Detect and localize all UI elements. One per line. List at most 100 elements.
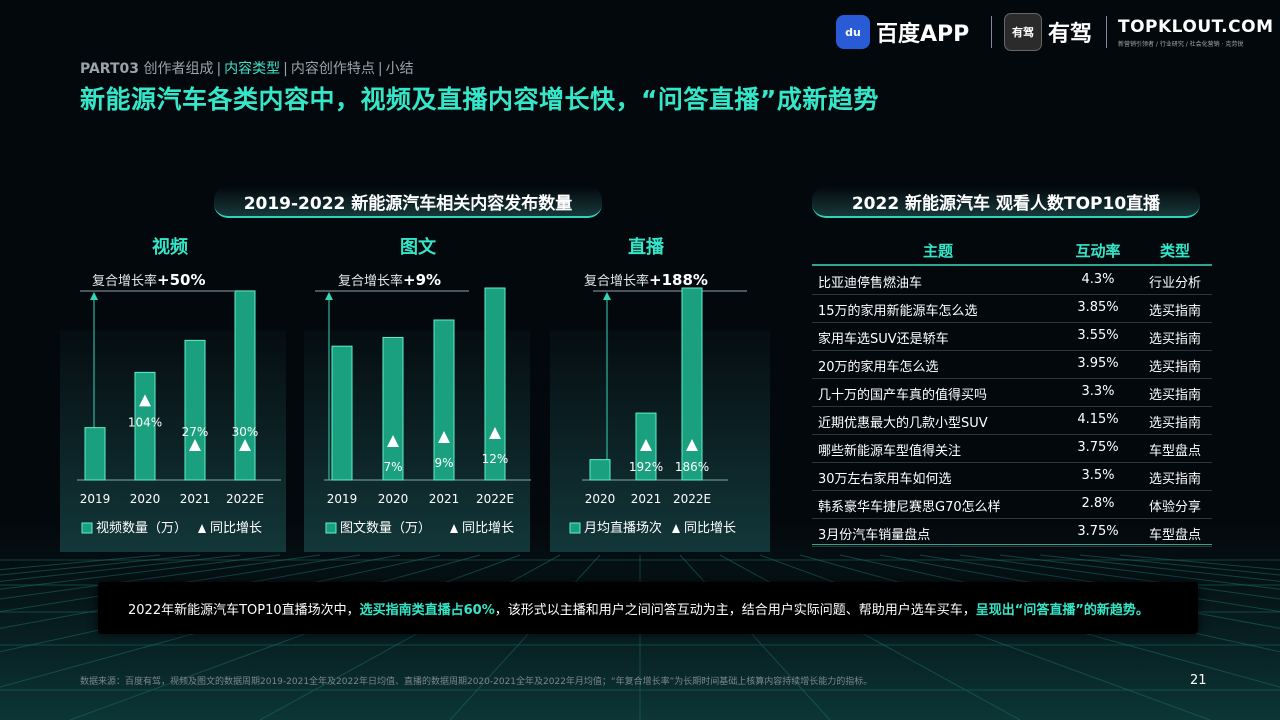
growth-triangle-icon [239,439,251,451]
cagr-arrow-head [603,292,611,300]
growth-label: 104% [128,415,162,429]
logo-divider [991,16,992,48]
cagr-value: +50% [157,271,205,289]
table-cell-topic: 韩系豪华车捷尼赛思G70怎么样 [818,500,1001,515]
breadcrumb-item-active[interactable]: 内容类型 [224,61,281,77]
legend-triangle-icon [672,524,680,533]
table-header-rule [812,264,1212,266]
chart-bar [234,290,256,481]
chart-bar [184,339,206,481]
chart-bar [433,319,455,481]
legend-growth-label: 同比增长 [684,521,736,536]
table-row: 20万的家用车怎么选 3.95% 选买指南 [812,350,1212,379]
chart-x-tick-label: 2020 [585,492,616,506]
table-cell-topic: 哪些新能源车型值得关注 [818,444,962,459]
video-chart-title: 视频 [152,237,188,258]
table-cell-type: 选买指南 [1148,332,1201,347]
cagr-label: 复合增长率+188% [584,271,708,289]
table-cell-topic: 30万左右家用车如何选 [818,472,952,487]
legend-bar-swatch [81,522,93,534]
chart-bar [331,345,353,481]
data-source-footnote: 数据来源：百度有驾，视频及图文的数据周期2019-2021全年及2022年日均值… [80,677,873,687]
table-cell-topic: 比亚迪停售燃油车 [818,276,923,291]
baidu-app-name: 百度APP [876,22,970,47]
summary-note: 2022年新能源汽车TOP10直播场次中， 选买指南类直播占60% ，该形式以主播和… [98,582,1198,634]
youjia-logo: 有驾 有驾 [1004,12,1092,52]
cagr-arrow-head [325,292,333,300]
page-number: 21 [1190,673,1207,688]
chart-x-tick-label: 2020 [130,492,161,506]
chart-x-tick-label: 2019 [327,492,358,506]
chart-bar [589,459,611,481]
table-cell-rate: 3.95% [1077,356,1119,371]
chart-x-tick-label: 2019 [80,492,111,506]
table-cell-type: 选买指南 [1148,360,1201,375]
cagr-label: 复合增长率+50% [92,271,206,289]
table-cell-rate: 3.3% [1081,384,1115,399]
live-chart-title: 直播 [628,237,664,258]
baidu-paw-icon: du [836,15,870,49]
table-cell-type: 选买指南 [1148,388,1201,403]
breadcrumb-part: PART03 [80,61,139,77]
breadcrumb: PART03 创作者组成 | 内容类型 | 内容创作特点 | 小结 [80,58,414,78]
table-cell-topic: 3月份汽车销量盘点 [818,528,931,543]
legend-bar-label: 视频数量（万） [96,521,187,536]
chart-x-tick-label: 2021 [180,492,211,506]
right-section-banner: 2022 新能源汽车 观看人数TOP10直播 [812,186,1200,218]
cagr-label: 复合增长率+9% [338,271,441,289]
youjia-name: 有驾 [1048,22,1093,47]
table-row: 哪些新能源车型值得关注 3.75% 车型盘点 [812,434,1212,463]
breadcrumb-item[interactable]: 内容创作特点 [290,61,375,77]
chart-x-tick-label: 2022E [673,492,711,506]
table-row: 15万的家用新能源车怎么选 3.85% 选买指南 [812,294,1212,323]
table-row: 韩系豪华车捷尼赛思G70怎么样 2.8% 体验分享 [812,490,1212,519]
breadcrumb-item[interactable]: 创作者组成 [143,61,214,77]
grid-line [999,554,1280,590]
table-cell-rate: 3.75% [1077,440,1119,455]
legend-triangle-icon [450,524,458,533]
left-section-banner: 2019-2022 新能源汽车相关内容发布数量 [214,186,602,218]
breadcrumb-item[interactable]: 小结 [385,61,414,77]
table-cell-rate: 3.75% [1077,524,1119,539]
growth-triangle-icon [489,427,501,439]
chart-x-tick-label: 2021 [631,492,662,506]
chart-bar [84,427,106,481]
table-cell-topic: 15万的家用新能源车怎么选 [818,304,978,319]
growth-label: 186% [675,460,709,474]
legend-bar-swatch [569,522,581,534]
table-row: 比亚迪停售燃油车 4.3% 行业分析 [812,266,1212,295]
topklout-slogan: 新营销引领者 / 行业研究 / 社会化营销 · 克劳锐 [1118,40,1244,48]
growth-triangle-icon [640,439,652,451]
legend-bar-swatch [325,522,337,534]
table-cell-topic: 家用车选SUV还是轿车 [818,332,949,347]
chart-bar [382,336,404,481]
note-highlight: 呈现出“问答直播”的新趋势。 [975,602,1149,618]
table-cell-type: 体验分享 [1148,500,1201,515]
chart-bar [134,371,156,481]
table-cell-rate: 2.8% [1081,496,1115,511]
legend-bar-label: 月均直播场次 [584,520,662,536]
chart-bar [484,287,506,481]
cagr-label-text: 复合增长率 [584,273,649,289]
table-cell-topic: 几十万的国产车真的值得买吗 [818,388,988,403]
logo-divider [1106,16,1107,48]
table-cell-rate: 3.55% [1077,328,1119,343]
cagr-value: +9% [403,271,441,289]
topklout-name: TOPKLOUT.COM [1118,16,1274,37]
growth-triangle-icon [139,394,151,407]
growth-label: 9% [434,456,453,470]
table-header-rate: 互动率 [1075,242,1121,260]
growth-label: 27% [182,425,209,439]
cagr-value: +188% [649,271,708,289]
breadcrumb-separator: | [377,61,383,77]
breadcrumb-separator: | [216,61,222,77]
chart-x-tick-label: 2022E [226,492,264,506]
growth-label: 192% [629,460,663,474]
legend-growth-label: 同比增长 [462,521,514,536]
note-highlight: 选买指南类直播占60% [359,602,495,618]
article-chart-title: 图文 [400,237,436,258]
table-cell-topic: 20万的家用车怎么选 [818,360,939,375]
table-cell-type: 车型盘点 [1148,444,1201,459]
table-cell-rate: 4.3% [1081,272,1115,287]
legend-bar-label: 图文数量（万） [340,521,431,536]
